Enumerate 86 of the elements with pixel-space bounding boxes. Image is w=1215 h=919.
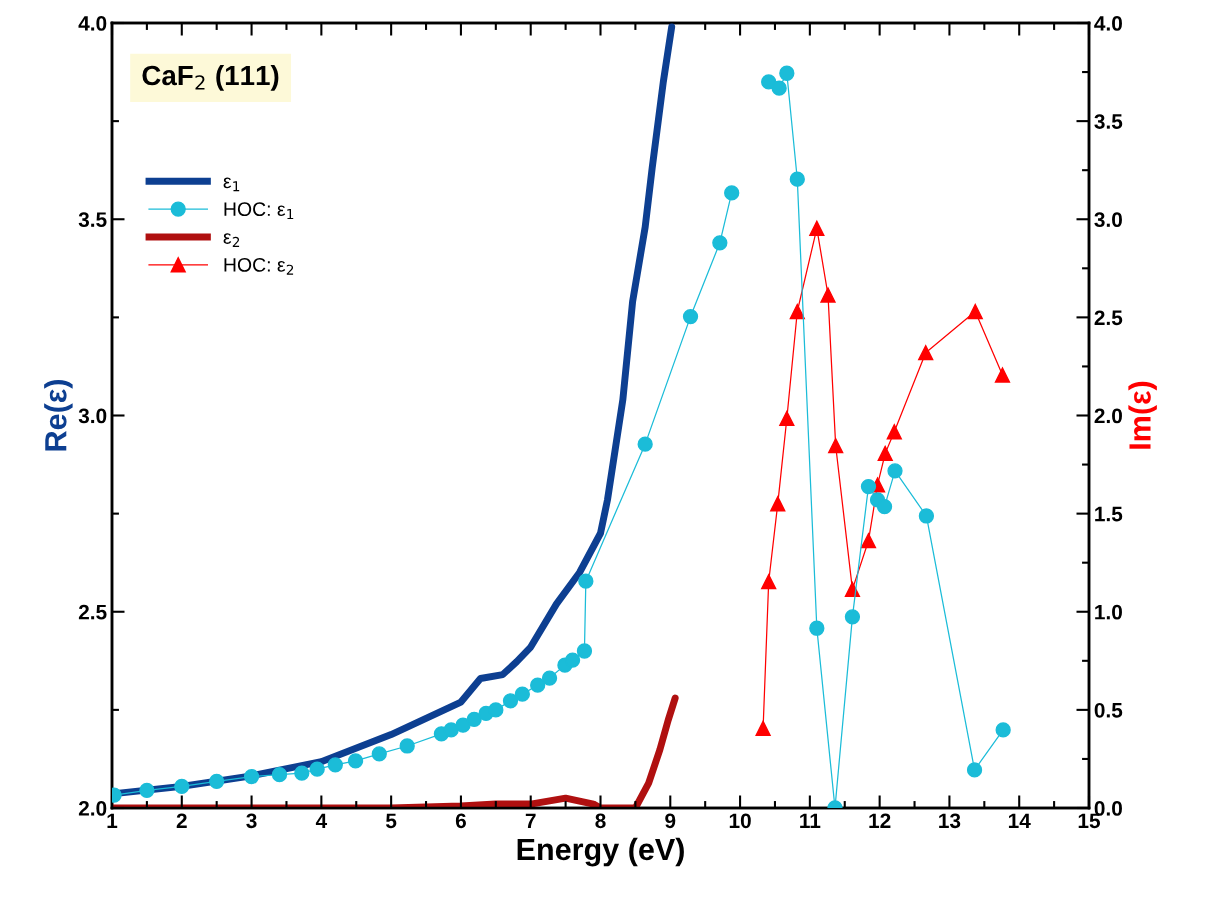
point	[455, 717, 471, 733]
point	[488, 702, 504, 718]
point	[967, 303, 983, 320]
point	[820, 287, 836, 303]
point	[789, 171, 805, 187]
point	[860, 533, 877, 549]
y2-tick-label: 4.0	[1094, 16, 1122, 31]
y-tick-label: 3.5	[78, 212, 107, 228]
point	[637, 436, 653, 452]
x-tick-label: 4	[315, 813, 328, 828]
point	[860, 478, 877, 495]
x-tick-label: 7	[525, 813, 536, 828]
point	[779, 65, 795, 81]
point	[576, 643, 593, 659]
point	[578, 573, 594, 589]
point	[779, 410, 795, 427]
point	[530, 677, 546, 693]
x-tick-label: 5	[385, 813, 397, 829]
y-tick-label: 2.5	[78, 604, 107, 620]
point	[828, 438, 844, 454]
point	[966, 762, 983, 778]
point	[564, 652, 581, 668]
point	[918, 508, 935, 524]
point	[399, 738, 415, 754]
point	[724, 185, 740, 201]
point	[327, 757, 343, 773]
point	[541, 670, 558, 686]
point	[994, 367, 1011, 383]
x-tick-label: 10	[729, 813, 751, 829]
legend-label: HOC: ε$_{2}$	[224, 257, 294, 275]
y2-tick-label: 0.5	[1094, 702, 1123, 718]
x-tick-label: 1	[107, 813, 118, 828]
point	[918, 345, 934, 361]
point	[294, 765, 310, 781]
y-tick-label: 4.0	[78, 16, 107, 31]
y2-tick-label: 3.0	[1094, 212, 1122, 228]
x-tick-label: 2	[176, 813, 187, 828]
point	[174, 778, 190, 795]
y2-tick-label: 1.5	[1095, 506, 1123, 522]
point	[770, 496, 786, 512]
point	[844, 581, 861, 598]
y2-tick-label: 2.5	[1094, 310, 1123, 326]
point	[309, 761, 325, 777]
point	[809, 620, 825, 636]
point	[712, 235, 728, 251]
y-tick-label: 2.0	[78, 801, 107, 816]
x-tick-label: 6	[455, 813, 466, 829]
point	[809, 220, 825, 236]
point	[755, 720, 771, 736]
legend-label: ε$_{2}$	[223, 233, 240, 247]
point	[844, 609, 861, 625]
y2-tick-label: 2.0	[1094, 408, 1122, 424]
legend-label: HOC: ε$_{1}$	[224, 202, 294, 220]
point	[682, 308, 699, 325]
point	[347, 753, 364, 769]
point	[371, 746, 387, 762]
point	[995, 722, 1011, 738]
x-tick-label: 13	[939, 813, 961, 829]
point	[877, 445, 893, 462]
point	[139, 782, 155, 798]
x-tick-label: 9	[665, 813, 676, 829]
legend-label: ε$_{1}$	[223, 177, 240, 192]
point	[886, 424, 902, 440]
annotation: CaF$_{2}$ (111)	[142, 64, 279, 91]
x-tick-label: 14	[1008, 813, 1031, 828]
point	[502, 693, 519, 709]
y2-tick-label: 1.0	[1095, 604, 1122, 620]
point	[887, 463, 903, 479]
point	[243, 768, 260, 785]
point	[876, 498, 893, 515]
point	[466, 711, 482, 727]
x-tick-label: 11	[800, 813, 821, 828]
y-tick-label: 3.0	[78, 408, 107, 424]
point	[271, 766, 288, 783]
x-tick-label: 12	[869, 813, 891, 828]
point	[771, 80, 787, 96]
point	[789, 303, 805, 320]
y2-tick-label: 3.5	[1094, 114, 1123, 129]
point	[514, 686, 530, 702]
x-axis-title: Energy (eV)	[517, 837, 684, 867]
x-tick-label: 8	[595, 813, 606, 829]
point	[761, 574, 777, 590]
y-axis-title: Re(ε)	[44, 380, 73, 451]
y2-axis-title: Im(ε)	[1128, 381, 1157, 449]
x-tick-label: 3	[246, 813, 257, 829]
point	[209, 773, 225, 789]
